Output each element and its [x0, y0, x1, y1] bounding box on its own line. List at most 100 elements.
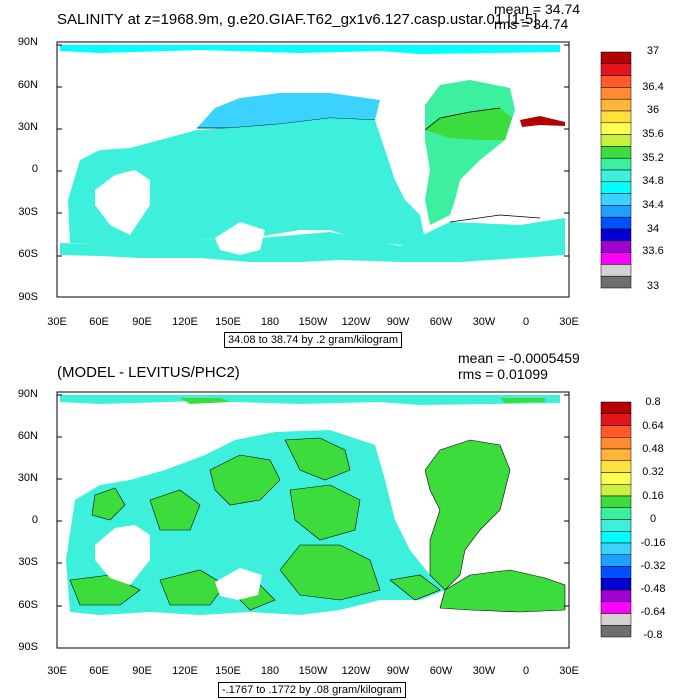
lon-label: 0 [522, 316, 530, 328]
north-pacific [197, 93, 380, 128]
colorbar-swatch [600, 425, 632, 438]
lon-label: 180 [260, 665, 280, 677]
lon-label: 0 [522, 665, 530, 677]
colorbar-label: 37 [646, 45, 660, 57]
colorbar-label: 33.6 [642, 245, 664, 257]
southern-ocean [60, 218, 565, 262]
colorbar-swatch [600, 134, 632, 147]
australia-land [95, 525, 150, 585]
panel2-mean: mean = -0.0005459 [458, 350, 580, 366]
lat-label: 60N [17, 79, 38, 91]
lon-label: 30W [472, 316, 496, 328]
lon-label: 60W [429, 316, 453, 328]
lon-label: 120W [341, 665, 371, 677]
colorbar-swatch [600, 625, 632, 638]
pacific-indian-ocean [66, 430, 445, 615]
colorbar-label: -0.32 [640, 560, 666, 572]
lat-label: 60S [18, 248, 38, 260]
colorbar-swatch [600, 413, 632, 426]
colorbar-swatch [600, 110, 632, 124]
lon-label: 60E [89, 316, 109, 328]
colorbar-swatch [600, 122, 632, 135]
panel2-title: (MODEL - LEVITUS/PHC2) [57, 364, 240, 381]
colorbar-swatch [600, 507, 632, 520]
colorbar-label: 0.48 [642, 443, 664, 455]
colorbar-label: 0.8 [645, 396, 661, 408]
lat-label: 90N [17, 388, 38, 400]
colorbar-swatch [600, 240, 632, 253]
colorbar-label: 34.4 [642, 199, 664, 211]
panel1-map-frame [56, 41, 570, 298]
colorbar-swatch [600, 495, 632, 508]
panel2-colorbar-boxes [600, 401, 632, 638]
colorbar-swatch [600, 519, 632, 532]
panel2-range-label: -.1767 to .1772 by .08 gram/kilogram [218, 682, 406, 698]
colorbar-swatch [600, 460, 632, 473]
lat-label: 30S [18, 556, 38, 568]
colorbar-swatch [600, 437, 632, 450]
colorbar-swatch [600, 589, 632, 602]
colorbar-label: 35.6 [642, 128, 664, 140]
panel1-range-label: 34.08 to 38.74 by .2 gram/kilogram [224, 332, 402, 348]
lon-label: 120E [172, 316, 198, 328]
colorbar-label: 36 [646, 104, 660, 116]
colorbar-swatch [600, 554, 632, 567]
colorbar-swatch [600, 448, 632, 461]
colorbar-swatch [600, 401, 632, 414]
atlantic-ocean [425, 80, 515, 225]
colorbar-swatch [600, 75, 632, 88]
panel2-rms: rms = 0.01099 [458, 366, 548, 382]
colorbar-swatch [600, 542, 632, 555]
colorbar-label: 35.2 [642, 152, 664, 164]
anomaly-patches [69, 437, 441, 611]
colorbar-swatch [600, 157, 632, 171]
lat-label: 30S [18, 206, 38, 218]
colorbar-swatch [600, 63, 632, 76]
colorbar-label: -0.16 [640, 537, 666, 549]
central-america-land [395, 448, 425, 480]
atlantic-salty-core [425, 108, 512, 140]
lat-label: 30N [17, 472, 38, 484]
colorbar-label: 0 [649, 513, 657, 525]
lon-label: 150E [215, 316, 241, 328]
panel1-title: SALINITY at z=1968.9m, g.e20.GIAF.T62_gx… [57, 11, 538, 28]
pacific-indian-ocean [68, 118, 425, 245]
colorbar-swatch [600, 601, 632, 614]
lat-label: 60S [18, 599, 38, 611]
lon-label: 180 [260, 316, 280, 328]
colorbar-swatch [600, 146, 632, 159]
lon-label: 30E [559, 665, 579, 677]
colorbar-swatch [600, 252, 632, 265]
lat-label: 60N [17, 430, 38, 442]
south-atlantic [439, 569, 566, 613]
lon-label: 150W [298, 316, 328, 328]
lon-label: 120W [341, 316, 371, 328]
colorbar-swatch [600, 275, 632, 289]
panel1-colorbar-boxes [600, 51, 632, 289]
colorbar-swatch [600, 472, 632, 485]
panel1-rms: rms = 34.74 [494, 16, 569, 32]
colorbar-swatch [600, 51, 632, 65]
lon-label: 150E [215, 665, 241, 677]
lat-label: 0 [31, 163, 38, 175]
colorbar-label: -0.8 [643, 629, 663, 641]
lat-label: 90N [17, 36, 38, 48]
lon-label: 90E [132, 665, 152, 677]
colorbar-label: 0.16 [642, 490, 664, 502]
lat-label: 0 [31, 514, 38, 526]
lon-label: 150W [298, 665, 328, 677]
lon-label: 30E [47, 316, 67, 328]
colorbar-swatch [600, 169, 632, 183]
colorbar-swatch [600, 613, 632, 626]
lat-label: 30N [17, 121, 38, 133]
arctic-ocean [60, 395, 560, 405]
colorbar-swatch [600, 484, 632, 497]
lon-label: 60E [89, 665, 109, 677]
lon-label: 30E [559, 316, 579, 328]
lon-label: 120E [172, 665, 198, 677]
panel1-mean: mean = 34.74 [494, 1, 581, 17]
mediterranean-outflow [520, 116, 565, 127]
atlantic-ocean [424, 439, 511, 591]
